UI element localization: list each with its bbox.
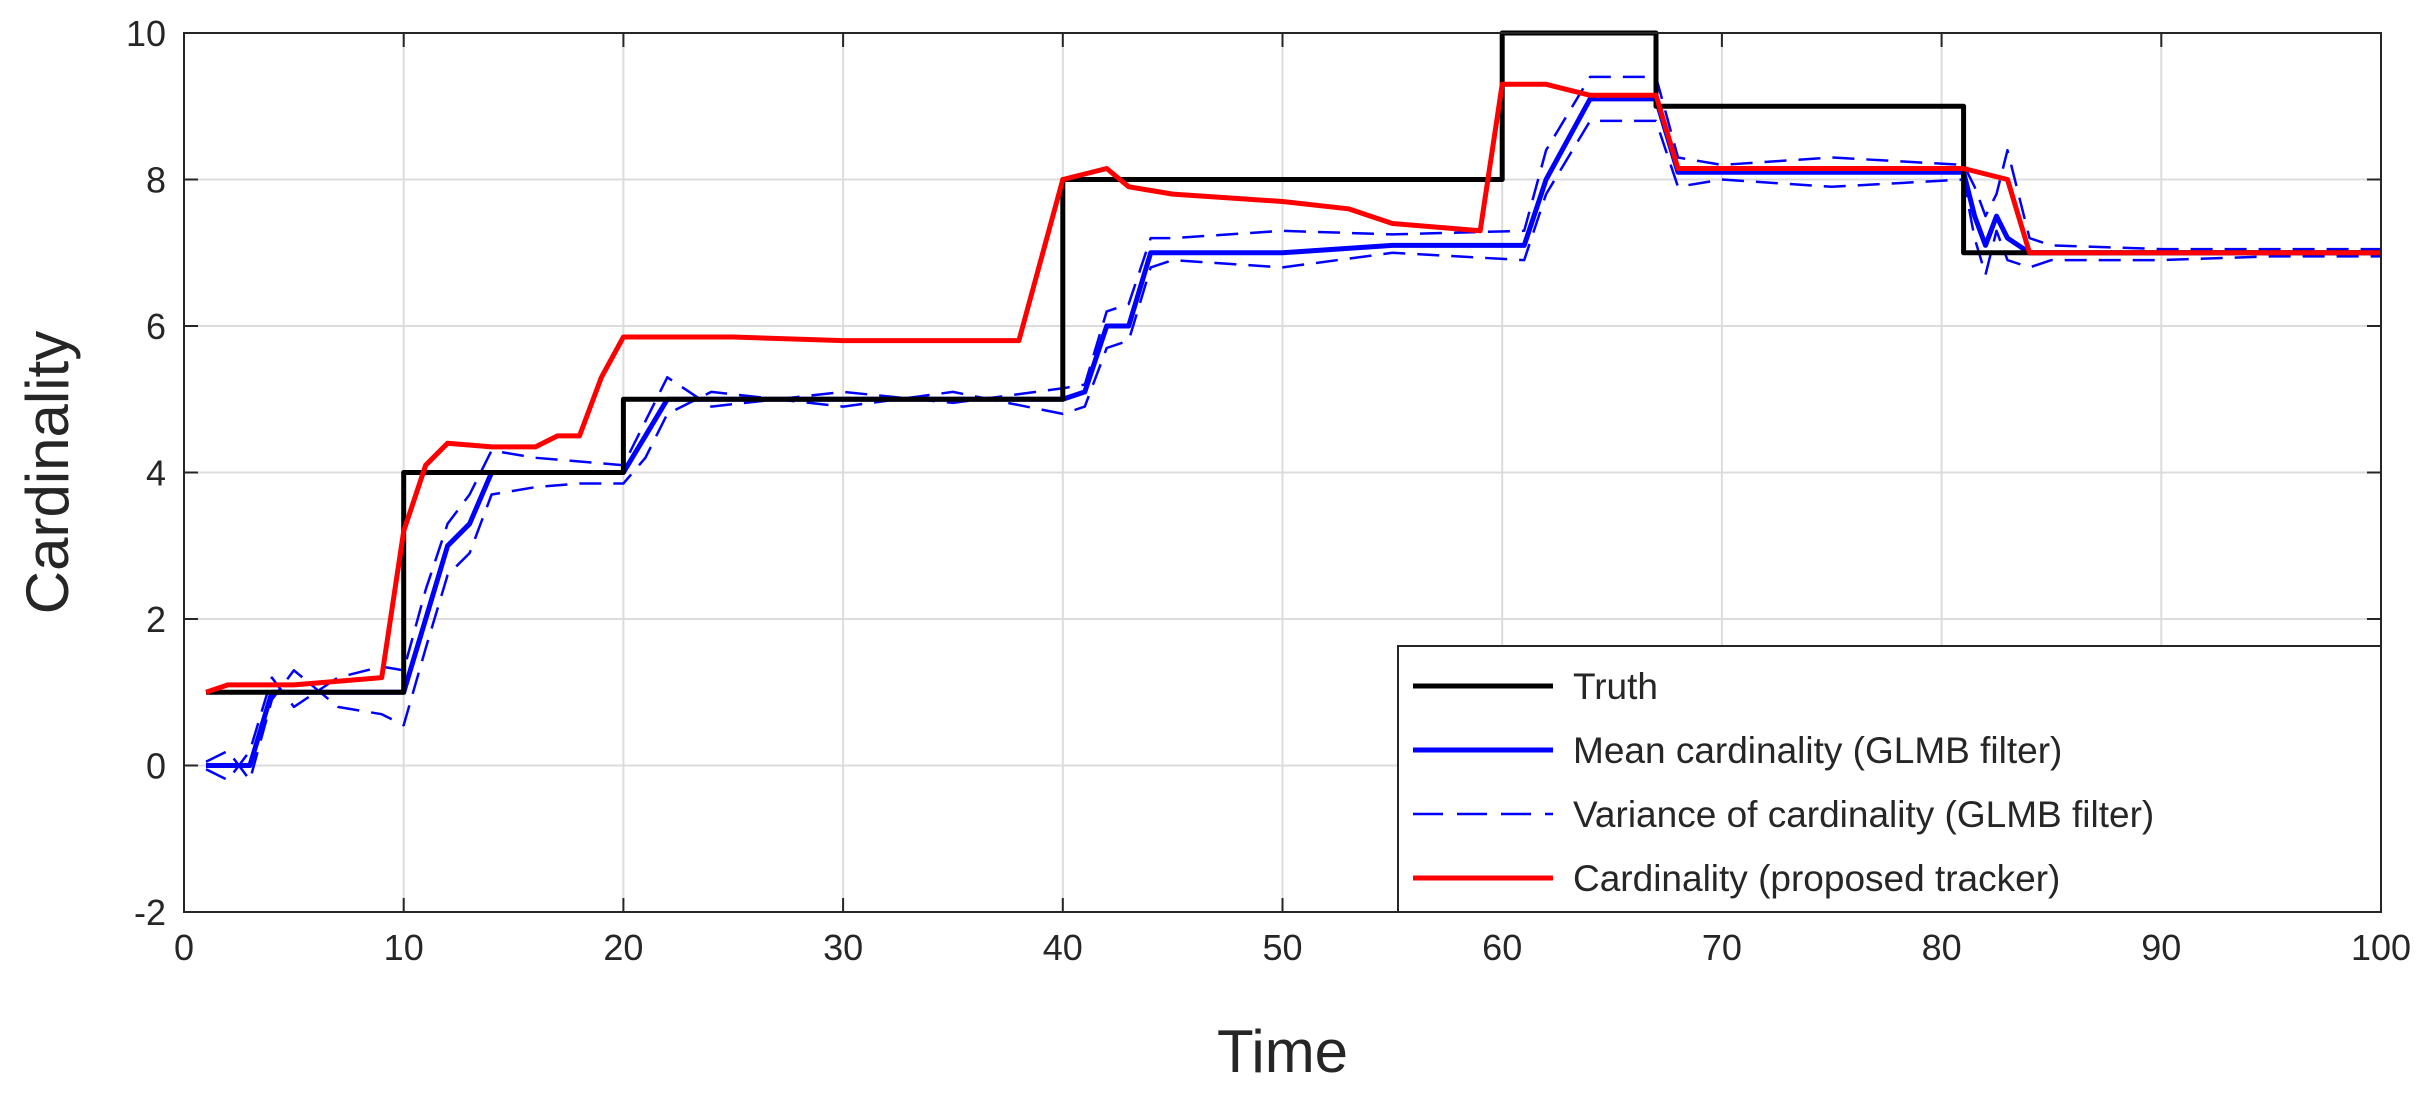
legend: Truth Mean cardinality (GLMB filter) Varia… — [1397, 645, 2382, 913]
x-tick-label: 20 — [603, 927, 643, 968]
x-tick-label: 90 — [2141, 927, 2181, 968]
x-tick-label: 30 — [823, 927, 863, 968]
x-tick-label: 10 — [384, 927, 424, 968]
y-tick-label: 6 — [146, 306, 166, 347]
x-tick-label: 70 — [1702, 927, 1742, 968]
x-tick-label: 40 — [1043, 927, 1083, 968]
x-tick-label: 60 — [1482, 927, 1522, 968]
series-line-0 — [206, 30, 2381, 695]
legend-label: Mean cardinality (GLMB filter) — [1573, 730, 2062, 771]
legend-label: Truth — [1573, 666, 1658, 707]
series-line-3 — [205, 75, 2381, 782]
series-lines — [205, 30, 2381, 782]
x-axis-ticks: 0 10 20 30 40 50 60 70 80 90 100 — [174, 33, 2411, 968]
legend-box — [1397, 645, 2382, 913]
plot-frame — [183, 32, 2382, 913]
x-tick-label: 0 — [174, 927, 194, 968]
x-axis-title: Time — [1217, 1018, 1348, 1085]
legend-label: Cardinality (proposed tracker) — [1573, 858, 2060, 899]
y-tick-label: 8 — [146, 160, 166, 201]
y-tick-label: -2 — [134, 892, 166, 933]
y-tick-label: 10 — [126, 13, 166, 54]
series-line-2 — [205, 119, 2381, 782]
series-line-1 — [206, 96, 2381, 768]
y-tick-label: 2 — [146, 599, 166, 640]
y-tick-label: 0 — [146, 746, 166, 787]
series-line-4 — [205, 81, 2381, 695]
y-tick-label: 4 — [146, 453, 166, 494]
y-axis-ticks: -2 0 2 4 6 8 10 — [126, 13, 2381, 933]
x-tick-label: 50 — [1262, 927, 1302, 968]
y-axis-title: Cardinality — [14, 331, 81, 614]
x-tick-label: 100 — [2351, 927, 2411, 968]
legend-label: Variance of cardinality (GLMB filter) — [1573, 794, 2154, 835]
x-tick-label: 80 — [1922, 927, 1962, 968]
